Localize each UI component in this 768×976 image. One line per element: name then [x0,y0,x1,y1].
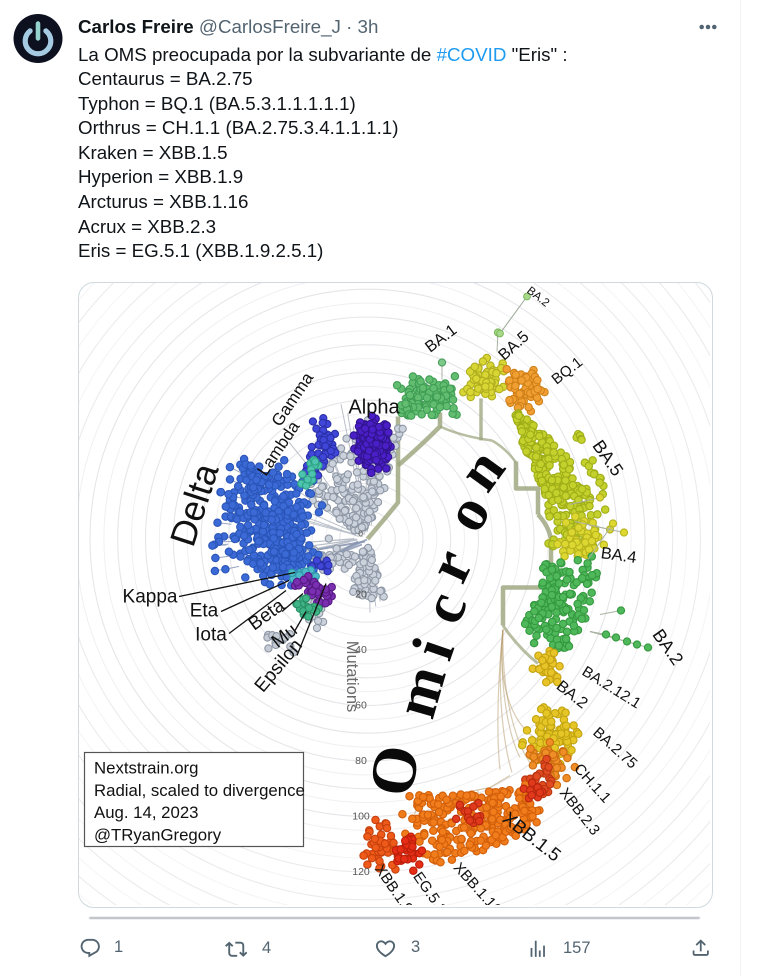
svg-text:0: 0 [358,529,363,539]
svg-text:120: 120 [352,866,370,878]
svg-text:Mutations: Mutations [343,641,361,713]
svg-text:m: m [381,658,458,724]
svg-text:O: O [355,740,434,801]
svg-text:100: 100 [352,811,370,823]
svg-text:c: c [408,583,479,632]
svg-text:Kappa: Kappa [123,587,178,608]
svg-text:@TRyanGregory: @TRyanGregory [94,825,222,844]
svg-text:BA.2: BA.2 [524,285,551,310]
svg-text:EG.5.1: EG.5.1 [409,869,450,905]
svg-text:20: 20 [355,589,367,601]
svg-text:Iota: Iota [195,625,227,646]
svg-text:Alpha: Alpha [348,397,400,419]
svg-text:BA.2: BA.2 [649,625,688,668]
svg-text:80: 80 [355,755,367,767]
svg-text:BA.2.75: BA.2.75 [589,724,640,772]
svg-text:Aug. 14, 2023: Aug. 14, 2023 [94,803,199,822]
svg-text:BA.1: BA.1 [422,322,460,357]
svg-text:Eta: Eta [190,601,219,622]
svg-text:XBB.1.16: XBB.1.16 [450,859,505,904]
svg-text:Radial, scaled to divergence: Radial, scaled to divergence [94,781,305,800]
svg-text:Nextstrain.org: Nextstrain.org [94,759,198,778]
svg-text:BA.4: BA.4 [600,544,638,567]
